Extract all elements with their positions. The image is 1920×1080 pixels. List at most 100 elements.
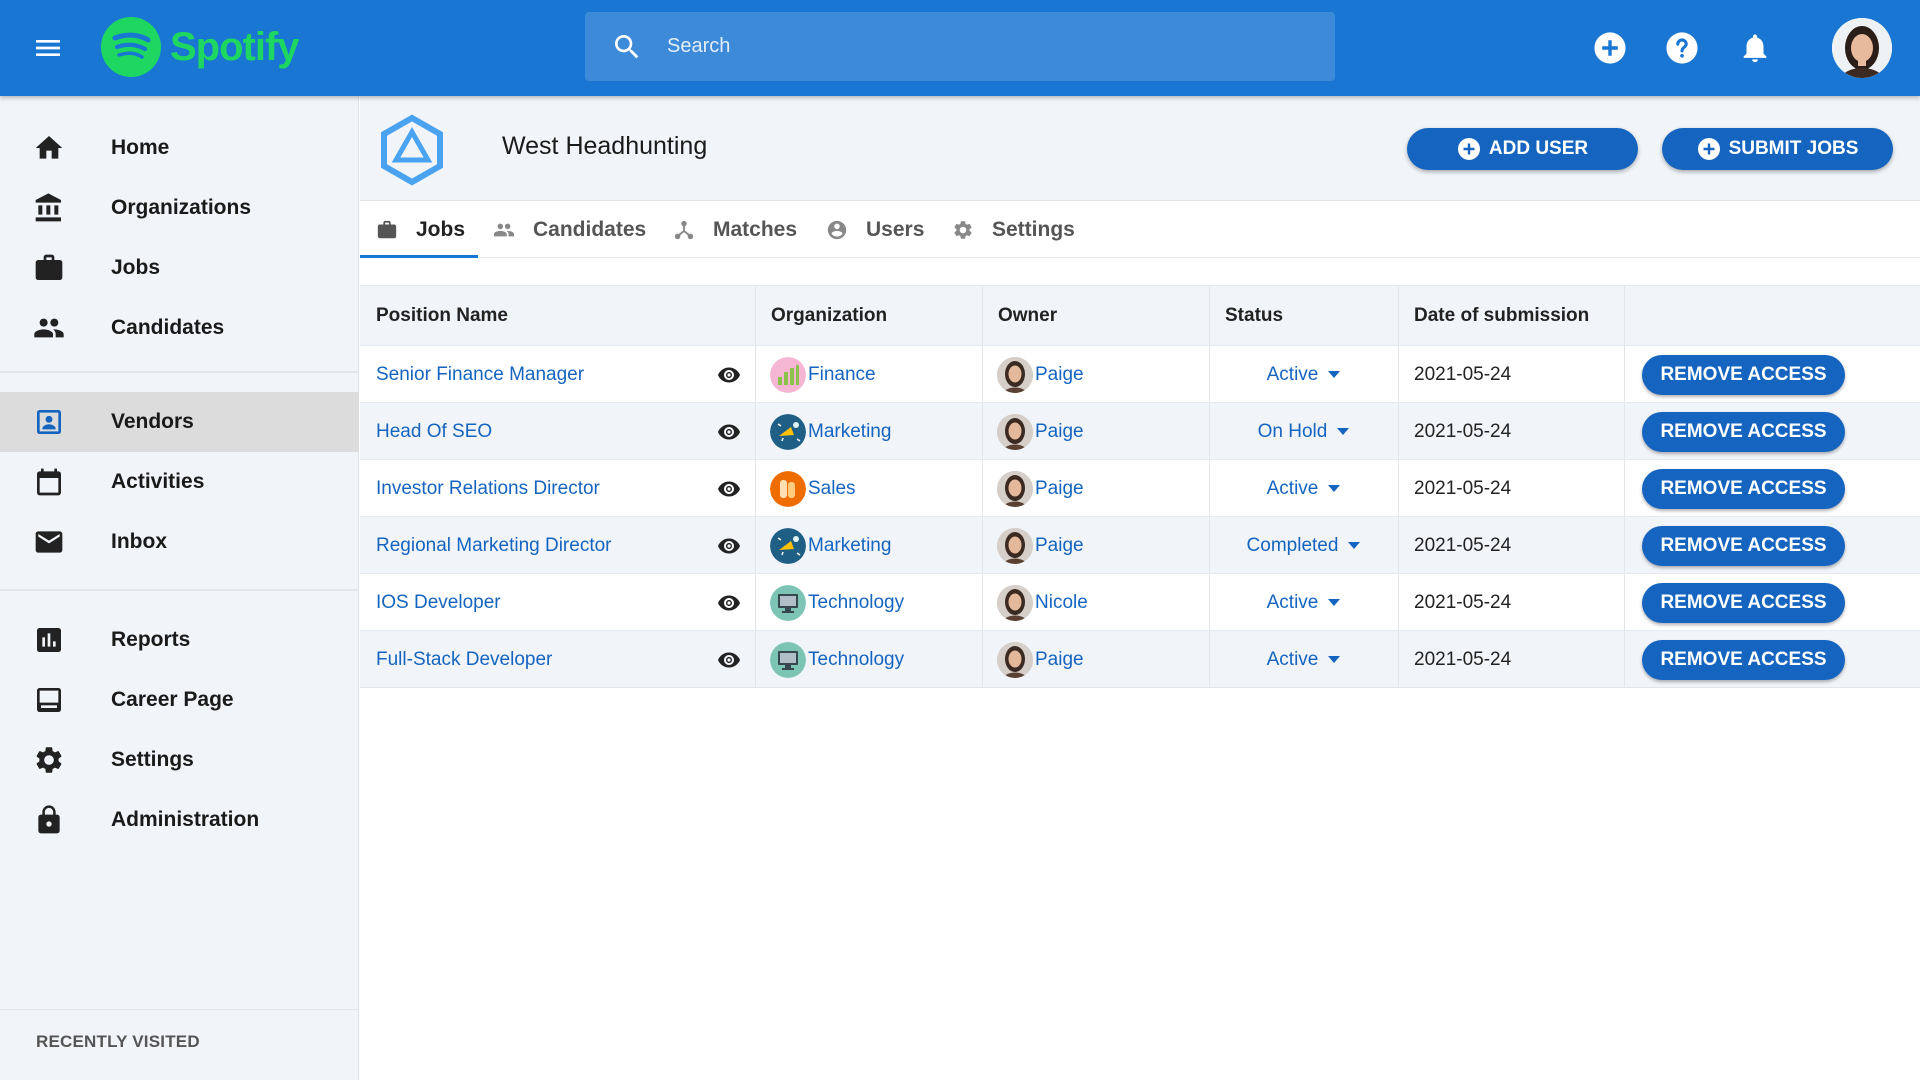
table-row: IOS Developer Technology Nicole Active 2021-… xyxy=(360,573,1920,630)
sidebar-item-candidates[interactable]: Candidates xyxy=(0,298,359,358)
position-link[interactable]: Senior Finance Manager xyxy=(376,363,585,385)
table-body: Senior Finance Manager Finance Paige Active… xyxy=(360,345,1920,687)
search-bar[interactable] xyxy=(585,12,1335,81)
sidebar-item-career-page[interactable]: Career Page xyxy=(0,670,359,730)
spotify-logo[interactable]: Spotify xyxy=(100,16,300,78)
owner-link[interactable]: Paige xyxy=(1035,648,1084,670)
position-link[interactable]: Head Of SEO xyxy=(376,420,493,442)
eye-icon[interactable] xyxy=(717,363,741,387)
tab-label: Settings xyxy=(992,218,1075,241)
organization-link[interactable]: Sales xyxy=(808,477,856,499)
position-link[interactable]: Regional Marketing Director xyxy=(376,534,612,556)
sidebar-item-activities[interactable]: Activities xyxy=(0,452,359,512)
recently-visited-heading: RECENTLY VISITED xyxy=(36,1032,200,1051)
remove-access-button[interactable]: REMOVE ACCESS xyxy=(1642,639,1845,680)
sidebar-item-jobs[interactable]: Jobs xyxy=(0,238,359,298)
organization-link[interactable]: Finance xyxy=(808,363,876,385)
column-header-position: Position Name xyxy=(376,305,508,326)
eye-icon[interactable] xyxy=(717,420,741,444)
organization-link[interactable]: Marketing xyxy=(808,534,892,556)
tab-matches[interactable]: Matches xyxy=(673,202,797,258)
help-icon[interactable] xyxy=(1665,31,1699,65)
tab-users[interactable]: Users xyxy=(826,202,924,258)
sidebar-divider xyxy=(0,371,359,373)
people-icon xyxy=(493,223,515,237)
eye-icon[interactable] xyxy=(717,648,741,672)
gear-icon xyxy=(36,747,62,773)
status-dropdown[interactable]: Active xyxy=(1267,592,1341,614)
vendor-header: West Headhunting ADD USER SUBMIT JOBS xyxy=(360,96,1920,201)
sidebar: Home Organizations Jobs Candidates Vendo… xyxy=(0,96,359,1080)
eye-icon[interactable] xyxy=(717,534,741,558)
status-value: Active xyxy=(1266,648,1319,670)
tab-settings[interactable]: Settings xyxy=(952,202,1075,258)
sidebar-item-label: Inbox xyxy=(111,530,167,553)
menu-icon[interactable] xyxy=(32,32,64,64)
organization-link[interactable]: Technology xyxy=(808,648,905,670)
position-link[interactable]: IOS Developer xyxy=(376,591,501,613)
owner-link[interactable]: Nicole xyxy=(1035,591,1088,613)
column-separator xyxy=(982,574,983,630)
position-link[interactable]: Investor Relations Director xyxy=(376,477,600,499)
eye-icon[interactable] xyxy=(717,477,741,501)
sidebar-item-label: Career Page xyxy=(111,688,234,711)
column-separator xyxy=(755,460,756,516)
remove-access-button[interactable]: REMOVE ACCESS xyxy=(1642,582,1845,623)
status-dropdown[interactable]: Active xyxy=(1267,649,1341,671)
column-separator xyxy=(1398,286,1399,345)
organization-link[interactable]: Technology xyxy=(808,591,905,613)
owner-link[interactable]: Paige xyxy=(1035,363,1084,385)
submit-jobs-button[interactable]: SUBMIT JOBS xyxy=(1662,128,1893,170)
sidebar-divider xyxy=(0,589,359,591)
sidebar-item-vendors[interactable]: Vendors xyxy=(0,392,359,452)
status-dropdown[interactable]: Completed xyxy=(1247,535,1361,557)
user-avatar[interactable] xyxy=(1832,18,1892,78)
column-separator xyxy=(1398,631,1399,687)
organization-link[interactable]: Marketing xyxy=(808,420,892,442)
column-separator xyxy=(1624,346,1625,402)
sidebar-item-settings[interactable]: Settings xyxy=(0,730,359,790)
column-separator xyxy=(1624,631,1625,687)
status-dropdown[interactable]: On Hold xyxy=(1258,421,1350,443)
account-circle-icon xyxy=(827,220,847,240)
status-dropdown[interactable]: Active xyxy=(1267,478,1341,500)
tab-candidates[interactable]: Candidates xyxy=(493,202,646,258)
marketing-icon xyxy=(770,527,806,564)
column-separator xyxy=(755,517,756,573)
briefcase-icon xyxy=(35,254,63,280)
sidebar-item-reports[interactable]: Reports xyxy=(0,610,359,670)
sidebar-item-inbox[interactable]: Inbox xyxy=(0,512,359,572)
remove-access-button[interactable]: REMOVE ACCESS xyxy=(1642,354,1845,395)
table-row: Regional Marketing Director Marketing Paig… xyxy=(360,516,1920,573)
search-icon xyxy=(615,34,639,58)
search-input[interactable] xyxy=(667,35,1287,58)
web-page-icon xyxy=(37,688,61,712)
owner-link[interactable]: Paige xyxy=(1035,420,1084,442)
sidebar-item-administration[interactable]: Administration xyxy=(0,790,359,850)
column-separator xyxy=(982,403,983,459)
add-circle-icon[interactable] xyxy=(1593,31,1627,65)
bell-icon[interactable] xyxy=(1738,31,1772,65)
column-separator xyxy=(982,286,983,345)
sidebar-item-label: Activities xyxy=(111,470,205,493)
owner-link[interactable]: Paige xyxy=(1035,534,1084,556)
remove-access-button[interactable]: REMOVE ACCESS xyxy=(1642,525,1845,566)
lock-icon xyxy=(38,805,60,834)
tab-label: Jobs xyxy=(416,218,466,241)
remove-access-button[interactable]: REMOVE ACCESS xyxy=(1642,411,1845,452)
owner-avatar xyxy=(997,356,1033,393)
status-dropdown[interactable]: Active xyxy=(1267,364,1341,386)
remove-access-button[interactable]: REMOVE ACCESS xyxy=(1642,468,1845,509)
column-separator xyxy=(1624,286,1625,345)
tab-jobs[interactable]: Jobs xyxy=(376,202,465,258)
sidebar-item-organizations[interactable]: Organizations xyxy=(0,178,359,238)
sidebar-item-home[interactable]: Home xyxy=(0,118,359,178)
active-tab-indicator xyxy=(360,255,478,258)
owner-link[interactable]: Paige xyxy=(1035,477,1084,499)
sidebar-divider xyxy=(0,1009,359,1010)
eye-icon[interactable] xyxy=(717,591,741,615)
position-link[interactable]: Full-Stack Developer xyxy=(376,648,553,670)
owner-avatar xyxy=(997,527,1033,564)
add-user-button[interactable]: ADD USER xyxy=(1407,128,1638,170)
tab-label: Matches xyxy=(713,218,798,241)
